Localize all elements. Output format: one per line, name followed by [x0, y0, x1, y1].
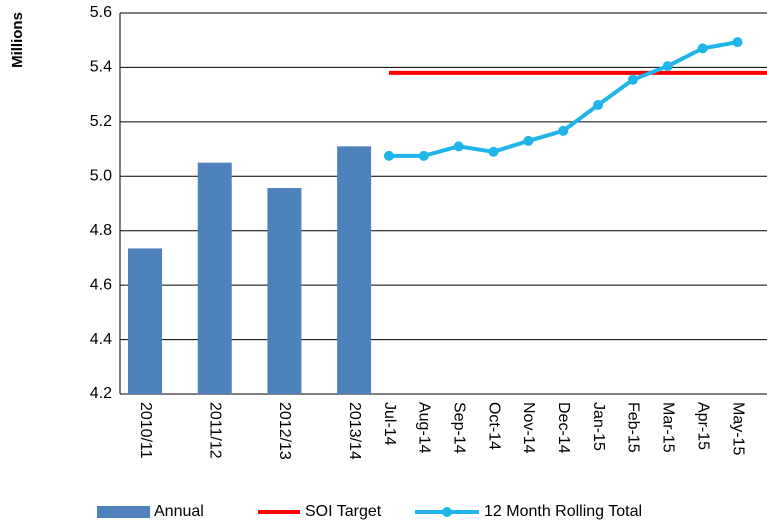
legend-label: SOI Target	[305, 503, 382, 520]
y-tick-label: 4.4	[90, 331, 112, 348]
legend-marker	[442, 507, 452, 517]
y-tick-label: 4.8	[90, 222, 112, 239]
x-tick-label: 2012/13	[276, 402, 293, 460]
marker	[383, 150, 394, 161]
marker	[418, 150, 429, 161]
y-tick-label: 5.0	[90, 168, 112, 185]
legend-swatch	[97, 506, 150, 518]
y-tick-label: 5.4	[90, 59, 112, 76]
y-tick-label: 5.6	[90, 4, 112, 21]
bar	[197, 162, 232, 394]
y-tick-label: 5.2	[90, 113, 112, 130]
x-tick-label: Sep-14	[450, 402, 467, 454]
x-tick-label: 2011/12	[206, 402, 223, 459]
y-axis-label: Millions	[9, 12, 26, 68]
y-tick-label: 4.2	[90, 385, 112, 402]
marker	[453, 141, 464, 152]
line	[388, 40, 738, 158]
x-tick-label: Jul-14	[381, 402, 398, 446]
x-tick-label: 2010/11	[137, 402, 154, 459]
x-tick-label: Feb-15	[625, 402, 642, 453]
bar	[337, 146, 372, 394]
marker	[732, 37, 743, 48]
x-tick-label: Apr-15	[694, 402, 711, 450]
x-tick-label: Jun-15	[764, 402, 767, 451]
marker	[593, 99, 604, 110]
y-tick-label: 4.6	[90, 276, 112, 293]
marker	[697, 43, 708, 54]
bar	[128, 248, 163, 394]
x-tick-label: Dec-14	[555, 402, 572, 454]
x-tick-label: Oct-14	[485, 402, 502, 450]
x-tick-label: Mar-15	[660, 402, 677, 453]
legend-label: 12 Month Rolling Total	[484, 503, 642, 520]
x-tick-label: 2013/14	[346, 402, 363, 460]
legend-label: Annual	[154, 503, 204, 520]
marker	[627, 74, 638, 85]
x-tick-label: Jan-15	[590, 402, 607, 451]
marker	[523, 135, 534, 146]
bar	[267, 187, 302, 394]
marker	[558, 125, 569, 136]
x-tick-label: May-15	[729, 402, 746, 455]
marker	[488, 146, 499, 157]
x-tick-label: Aug-14	[416, 402, 433, 454]
marker	[662, 61, 673, 72]
x-tick-label: Nov-14	[520, 402, 537, 454]
